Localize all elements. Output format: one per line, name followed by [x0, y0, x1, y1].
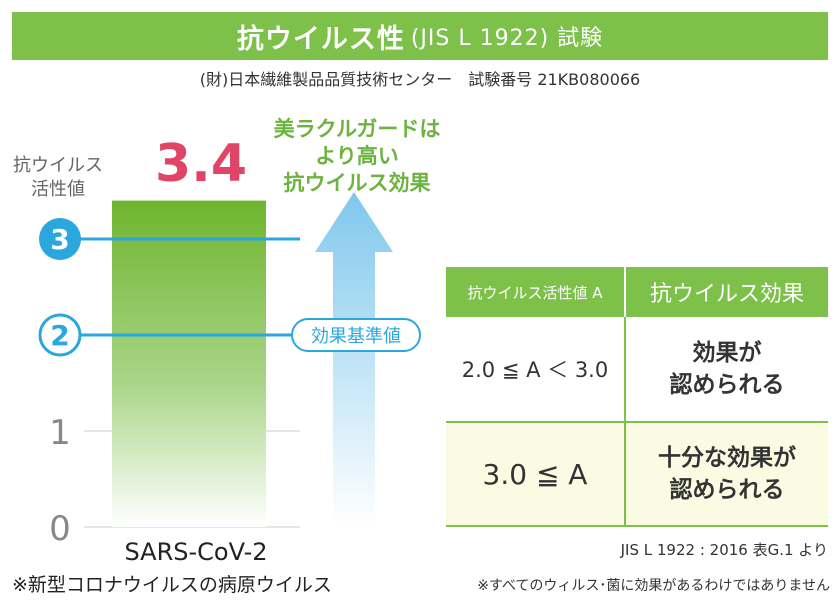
effect-table: 抗ウイルス活性値 A 抗ウイルス効果 2.0 ≦ A ＜ 3.0 効果が 認めら… — [446, 267, 828, 527]
arrow-label-line3: 抗ウイルス効果 — [283, 171, 431, 195]
table-source: JIS L 1922 : 2016 表G.1 より — [620, 541, 828, 559]
bar-value-label: 3.4 — [154, 134, 248, 194]
table-header-effect: 抗ウイルス効果 — [625, 267, 828, 317]
category-label: SARS-CoV-2 — [124, 538, 268, 566]
y-tick-circle-2 — [38, 313, 82, 357]
bar-sars-cov-2 — [112, 200, 266, 527]
y-tick-label-2: 2 — [50, 319, 69, 352]
y-axis-label-line1: 抗ウイルス — [13, 155, 103, 176]
organization-line: (財)日本繊維製品品質技術センター 試験番号 21KB080066 — [199, 70, 641, 89]
table-header-value: 抗ウイルス活性値 A — [446, 267, 626, 317]
footnote: ※すべてのウィルス･菌に効果があるわけではありません — [477, 578, 830, 594]
reference-line-pill — [291, 318, 421, 352]
table-cell-range: 3.0 ≦ A — [446, 422, 626, 527]
table-cell-range: 2.0 ≦ A ＜ 3.0 — [446, 317, 626, 423]
table-row: 2.0 ≦ A ＜ 3.0 効果が 認められる — [446, 317, 828, 423]
up-arrow — [315, 192, 393, 525]
table-header-row: 抗ウイルス活性値 A 抗ウイルス効果 — [446, 267, 828, 317]
page-title: 抗ウイルス性 — [236, 23, 405, 55]
effect-line2: 認められる — [669, 372, 785, 398]
effect-line2: 認められる — [669, 477, 785, 503]
page-title-sub: (JIS L 1922) 試験 — [410, 26, 604, 51]
reference-line-label: 効果基準値 — [311, 326, 401, 347]
y-tick-label-1: 1 — [49, 413, 71, 453]
y-tick-circle-3 — [39, 218, 81, 260]
arrow-label: 美ラクルガードは より高い 抗ウイルス効果 — [252, 116, 462, 197]
table-row: 3.0 ≦ A 十分な効果が 認められる — [446, 422, 828, 527]
effect-line1: 効果が — [692, 340, 762, 366]
arrow-label-line1: 美ラクルガードは — [273, 117, 441, 141]
table-cell-effect: 効果が 認められる — [625, 317, 828, 423]
effect-line1: 十分な効果が — [658, 445, 796, 471]
table-cell-effect: 十分な効果が 認められる — [625, 422, 828, 527]
title-banner: 抗ウイルス性 (JIS L 1922) 試験 — [12, 12, 828, 60]
arrow-label-line2: より高い — [315, 144, 399, 168]
y-axis-label-line2: 活性値 — [31, 179, 85, 200]
y-tick-label-3: 3 — [50, 223, 69, 256]
y-tick-label-0: 0 — [49, 509, 71, 549]
y-axis-label: 抗ウイルス 活性値 — [12, 154, 104, 202]
category-note: ※新型コロナウイルスの病原ウイルス — [12, 574, 332, 596]
